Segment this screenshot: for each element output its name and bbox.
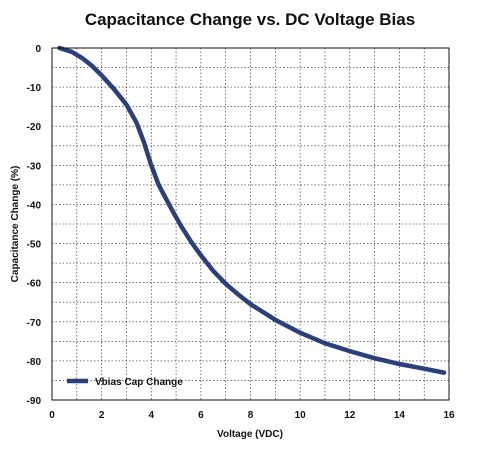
x-tick-label: 6	[198, 410, 204, 421]
y-tick-label: -50	[27, 240, 42, 251]
y-tick-label: -10	[27, 83, 42, 94]
x-tick-label: 10	[295, 410, 307, 421]
x-tick-label: 4	[148, 410, 154, 421]
x-tick-label: 2	[99, 410, 105, 421]
plot-border	[51, 47, 450, 401]
grid-lines	[52, 48, 449, 400]
y-tick-label: -40	[27, 200, 42, 211]
y-tick-label: -90	[27, 396, 42, 407]
y-axis-title: Capacitance Change (%)	[10, 166, 21, 283]
x-tick-label: 0	[49, 410, 55, 421]
x-tick-label: 14	[394, 410, 406, 421]
legend-label: Vbias Cap Change	[95, 377, 183, 388]
x-tick-label: 8	[248, 410, 254, 421]
y-tick-label: -80	[27, 357, 42, 368]
legend: Vbias Cap Change	[67, 377, 183, 388]
tick-labels: 0 2 4 6 8 10 12 14 16 0 -10 -20 -30 -40 -50 -60 -70 -80 -9…	[27, 44, 455, 421]
y-tick-label: -30	[27, 161, 42, 172]
chart-title: Capacitance Change vs. DC Voltage Bias	[84, 10, 416, 29]
x-tick-label: 16	[443, 410, 455, 421]
x-tick-label: 12	[344, 410, 356, 421]
series-line	[57, 45, 447, 375]
x-axis-title: Voltage (VDC)	[217, 429, 283, 440]
y-tick-label: -20	[27, 122, 42, 133]
y-tick-label: -60	[27, 279, 42, 290]
y-tick-label: -70	[27, 318, 42, 329]
y-tick-label: 0	[35, 44, 41, 55]
